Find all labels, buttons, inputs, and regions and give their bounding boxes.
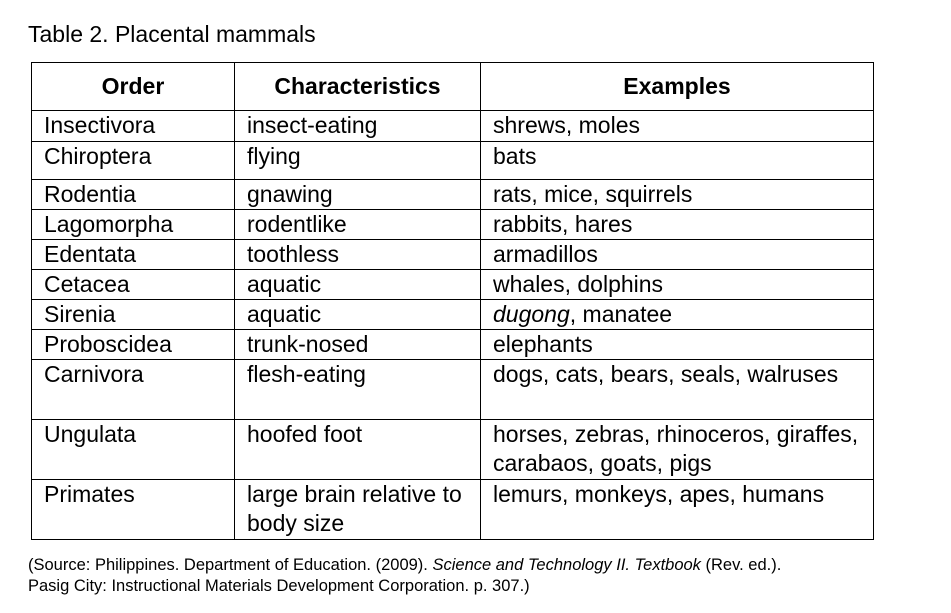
table-row: Sirenia aquatic dugong, manatee (31, 299, 874, 330)
table-caption: Table 2. Placental mammals (28, 21, 316, 47)
column-header-examples: Examples (480, 62, 874, 111)
characteristics-cell: hoofed foot (234, 419, 481, 480)
order-cell: Lagomorpha (31, 209, 235, 240)
table-row: Carnivora flesh-eating dogs, cats, bears… (31, 359, 874, 420)
examples-rest: , manatee (569, 301, 673, 327)
order-cell: Rodentia (31, 179, 235, 210)
characteristics-cell: toothless (234, 239, 481, 270)
characteristics-cell: rodentlike (234, 209, 481, 240)
table-row: Primates large brain relative to body si… (31, 479, 874, 540)
table-row: Proboscidea trunk-nosed elephants (31, 329, 874, 360)
source-edition: (Rev. ed.). (700, 556, 782, 574)
examples-italic-species: dugong (493, 301, 570, 327)
characteristics-cell: flesh-eating (234, 359, 481, 420)
table-row: Insectivora insect-eating shrews, moles (31, 110, 874, 142)
characteristics-cell: insect-eating (234, 110, 481, 142)
characteristics-cell: flying (234, 141, 481, 180)
table-row: Lagomorpha rodentlike rabbits, hares (31, 209, 874, 240)
examples-cell: armadillos (480, 239, 874, 270)
order-cell: Carnivora (31, 359, 235, 420)
order-cell: Proboscidea (31, 329, 235, 360)
order-cell: Sirenia (31, 299, 235, 330)
characteristics-cell: trunk-nosed (234, 329, 481, 360)
examples-cell: horses, zebras, rhinoceros, giraffes, ca… (480, 419, 874, 480)
table-row: Rodentia gnawing rats, mice, squirrels (31, 179, 874, 210)
examples-cell: shrews, moles (480, 110, 874, 142)
source-prefix: (Source: Philippines. Department of Educ… (28, 556, 433, 574)
order-cell: Primates (31, 479, 235, 540)
table-row: Edentata toothless armadillos (31, 239, 874, 270)
table-row: Chiroptera flying bats (31, 141, 874, 180)
source-citation: (Source: Philippines. Department of Educ… (28, 555, 933, 597)
characteristics-cell: gnawing (234, 179, 481, 210)
order-cell: Cetacea (31, 269, 235, 300)
characteristics-cell: aquatic (234, 299, 481, 330)
table-row: Cetacea aquatic whales, dolphins (31, 269, 874, 300)
characteristics-cell: large brain relative to body size (234, 479, 481, 540)
characteristics-cell: aquatic (234, 269, 481, 300)
source-publisher: Pasig City: Instructional Materials Deve… (28, 577, 530, 595)
examples-cell: lemurs, monkeys, apes, humans (480, 479, 874, 540)
placental-mammals-table: Order Characteristics Examples Insectivo… (31, 62, 874, 540)
column-header-characteristics: Characteristics (234, 62, 481, 111)
order-cell: Insectivora (31, 110, 235, 142)
order-cell: Edentata (31, 239, 235, 270)
source-title: Science and Technology II. Textbook (432, 556, 701, 574)
examples-cell: dugong, manatee (480, 299, 874, 330)
order-cell: Chiroptera (31, 141, 235, 180)
examples-cell: elephants (480, 329, 874, 360)
table-row: Ungulata hoofed foot horses, zebras, rhi… (31, 419, 874, 480)
column-header-order: Order (31, 62, 235, 111)
order-cell: Ungulata (31, 419, 235, 480)
examples-cell: rabbits, hares (480, 209, 874, 240)
examples-cell: rats, mice, squirrels (480, 179, 874, 210)
examples-cell: dogs, cats, bears, seals, walruses (480, 359, 874, 420)
examples-cell: bats (480, 141, 874, 180)
table-header-row: Order Characteristics Examples (31, 62, 874, 111)
examples-cell: whales, dolphins (480, 269, 874, 300)
